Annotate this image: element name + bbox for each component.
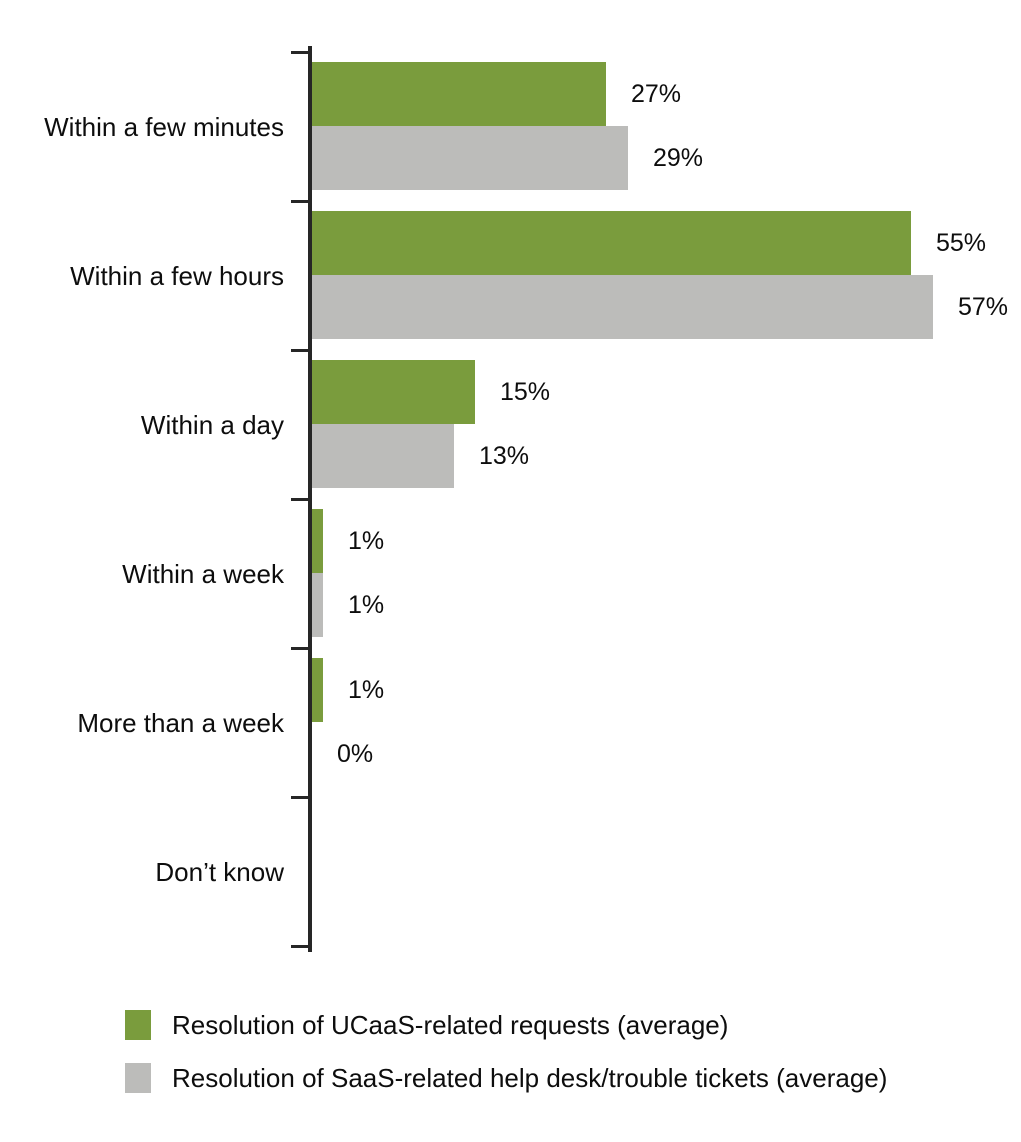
y-axis-tick [291,348,308,352]
y-axis-tick [291,50,308,54]
bar-series-1 [312,424,454,488]
category-label: Don’t know [155,856,284,887]
legend-label: Resolution of SaaS-related help desk/tro… [172,1063,888,1093]
bar-series-0 [312,360,475,424]
legend-label: Resolution of UCaaS-related requests (av… [172,1010,729,1040]
category-label: More than a week [77,707,284,738]
bar-series-0 [312,211,911,275]
y-axis-line [308,46,312,952]
value-label: 13% [479,442,530,470]
bar-series-1 [312,573,323,637]
value-label: 1% [348,527,385,555]
category-label: Within a few hours [70,260,284,291]
y-axis-tick [291,646,308,650]
category-label: Within a day [140,409,284,440]
bar-series-1 [312,126,628,190]
category-label: Within a week [122,558,284,589]
y-axis-tick [291,944,308,948]
legend-swatch-icon [125,1063,151,1093]
value-label: 55% [936,229,987,257]
value-label: 0% [337,740,374,768]
y-axis-tick [291,199,308,203]
legend-item: Resolution of UCaaS-related requests (av… [125,1010,728,1040]
legend-item: Resolution of SaaS-related help desk/tro… [125,1063,887,1093]
y-axis-tick [291,497,308,501]
value-label: 27% [631,80,682,108]
value-label: 29% [653,144,704,172]
y-axis-tick [291,795,308,799]
value-label: 15% [500,378,551,406]
legend-swatch-icon [125,1010,151,1040]
bar-series-0 [312,509,323,573]
bar-series-0 [312,62,606,126]
value-label: 1% [348,676,385,704]
value-label: 1% [348,591,385,619]
bar-series-1 [312,275,933,339]
bar-series-0 [312,658,323,722]
value-label: 57% [958,293,1009,321]
category-label: Within a few minutes [44,111,284,142]
